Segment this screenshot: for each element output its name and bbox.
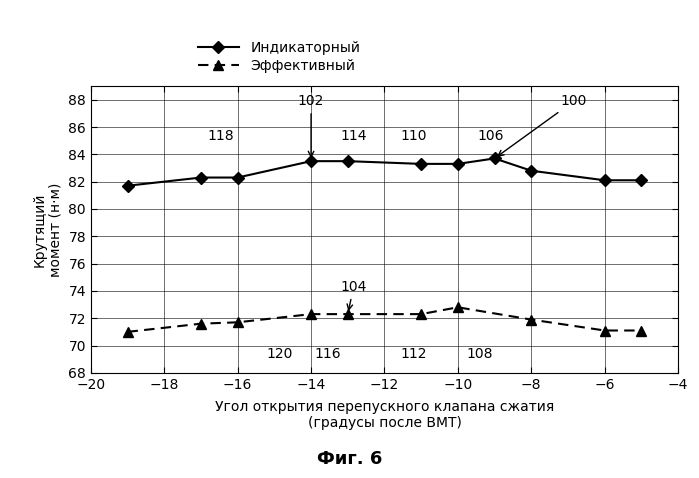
- Text: 102: 102: [298, 94, 324, 157]
- Text: Фиг. 6: Фиг. 6: [317, 450, 382, 468]
- Text: 120: 120: [266, 347, 293, 361]
- Text: 106: 106: [477, 130, 504, 143]
- Text: 110: 110: [401, 130, 427, 143]
- Text: 114: 114: [340, 130, 367, 143]
- Text: 108: 108: [467, 347, 493, 361]
- Text: 100: 100: [498, 94, 587, 156]
- X-axis label: Угол открытия перепускного клапана сжатия
(градусы после ВМТ): Угол открытия перепускного клапана сжати…: [215, 400, 554, 430]
- Y-axis label: Крутящий
момент (н·м): Крутящий момент (н·м): [32, 182, 63, 277]
- Text: 104: 104: [340, 280, 367, 310]
- Legend: Индикаторный, Эффективный: Индикаторный, Эффективный: [198, 41, 361, 73]
- Text: 116: 116: [315, 347, 341, 361]
- Text: 118: 118: [208, 130, 234, 143]
- Text: 112: 112: [401, 347, 427, 361]
